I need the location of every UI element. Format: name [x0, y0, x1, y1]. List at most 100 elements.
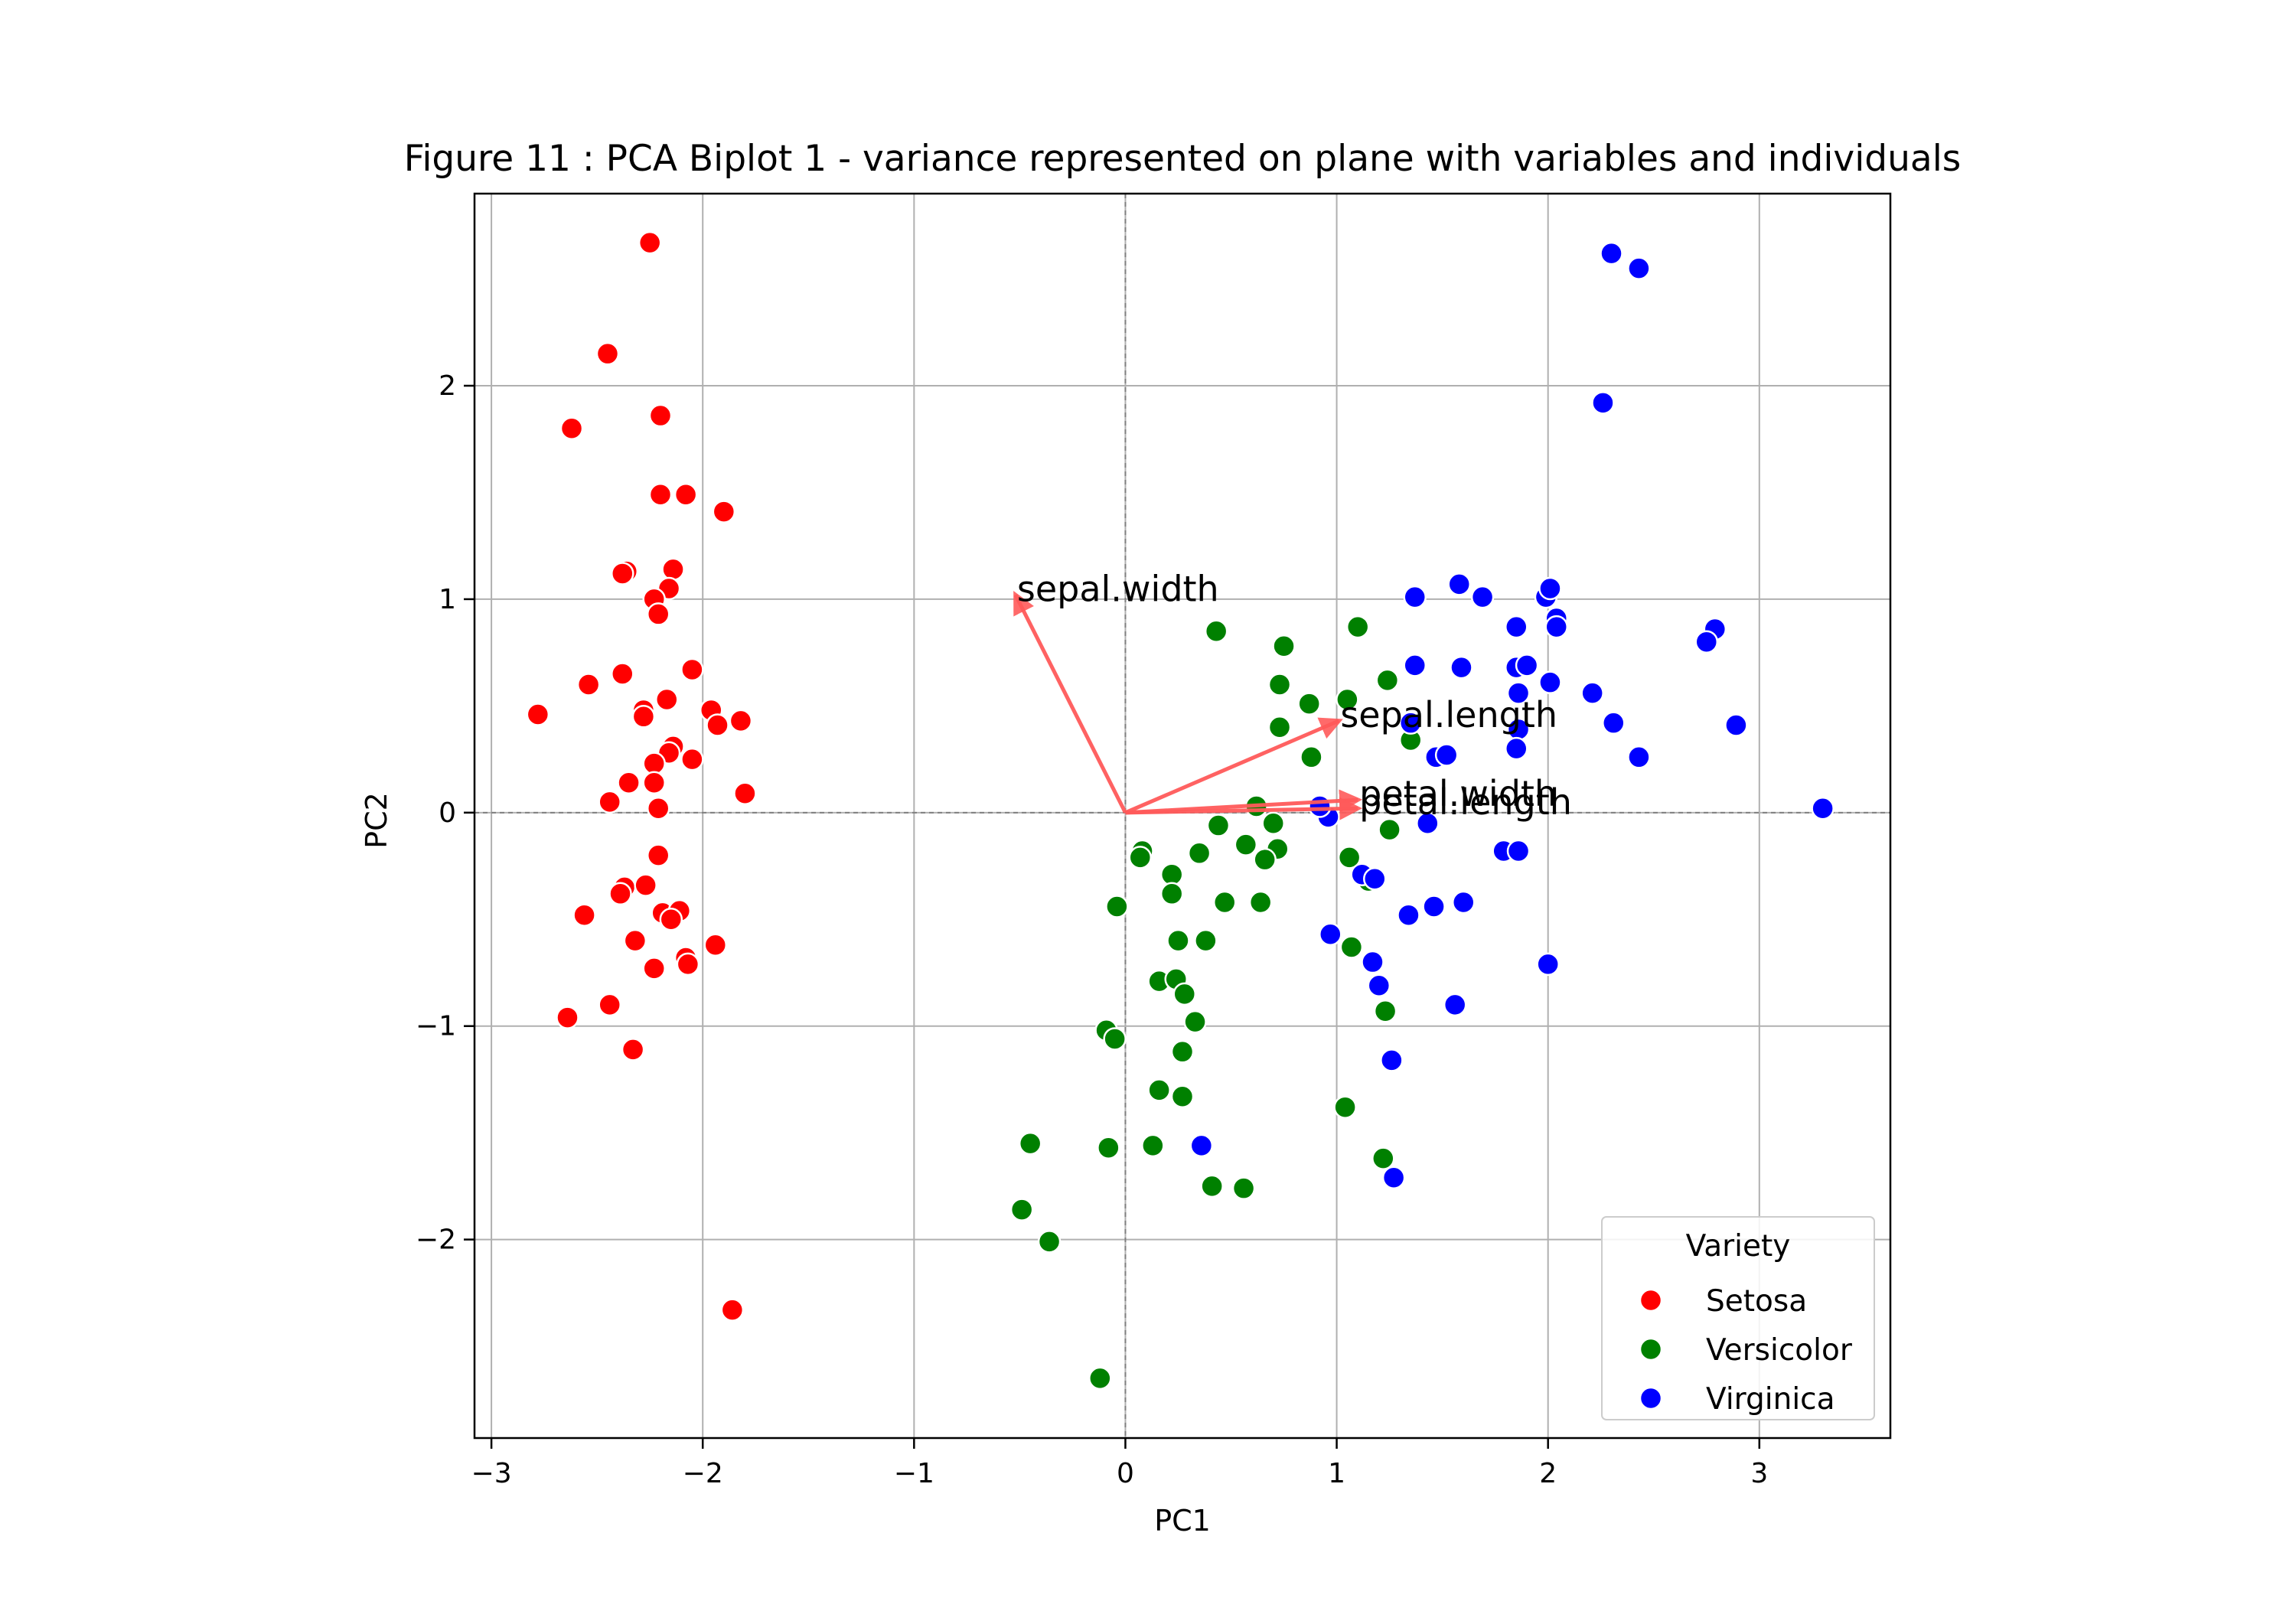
versicolor-point [1097, 1136, 1120, 1159]
virginica-point [1447, 572, 1471, 596]
versicolor-point [1234, 833, 1258, 856]
setosa-point [733, 781, 757, 805]
versicolor-point [1339, 935, 1364, 959]
setosa-point [676, 952, 700, 977]
versicolor-point [1337, 846, 1362, 869]
virginica-point [1434, 743, 1459, 767]
legend-marker-versicolor [1639, 1337, 1663, 1362]
versicolor-point [1159, 863, 1184, 886]
y-tick-label: −1 [416, 1011, 456, 1042]
versicolor-point [1037, 1230, 1062, 1254]
setosa-point [611, 562, 634, 585]
virginica-point [1470, 585, 1495, 609]
versicolor-point [1297, 692, 1321, 716]
versicolor-point [1159, 882, 1184, 906]
virginica-point [1380, 1048, 1404, 1072]
versicolor-point [1183, 1009, 1207, 1034]
legend-label-versicolor: Versicolor [1706, 1333, 1853, 1368]
versicolor-point [1206, 814, 1231, 837]
virginica-point [1505, 615, 1528, 639]
versicolor-point [1231, 1176, 1256, 1200]
x-tick-label: −3 [471, 1458, 512, 1489]
virginica-point [1443, 993, 1467, 1017]
sepal-width-vector [1013, 590, 1127, 814]
setosa-point [729, 709, 753, 733]
virginica-point [1600, 241, 1623, 266]
versicolor-point [1204, 619, 1228, 643]
virginica-point [1308, 794, 1332, 818]
setosa-point [720, 1298, 745, 1322]
setosa-point [648, 483, 673, 507]
virginica-point [1538, 670, 1562, 694]
y-tick-label: 1 [439, 584, 456, 615]
virginica-point [1506, 839, 1531, 863]
setosa-point [634, 873, 657, 897]
virginica-point [1515, 654, 1539, 677]
setosa-point [595, 341, 620, 366]
setosa-point [706, 713, 729, 737]
y-tick-label: −2 [416, 1225, 456, 1256]
setosa-point [648, 403, 673, 428]
virginica-point [1363, 867, 1387, 891]
versicolor-point [1088, 1366, 1112, 1391]
axis-ticks: −3 −2 −1 0 1 2 3 −2 −1 0 1 2 [416, 370, 1768, 1489]
x-tick-label: −2 [683, 1458, 723, 1489]
x-axis-label: PC1 [1154, 1504, 1211, 1538]
virginica-point [1538, 576, 1562, 601]
versicolor-point [1009, 1198, 1034, 1221]
petal-width-vector-label: petal.width [1359, 773, 1557, 814]
scatter-points [526, 230, 1835, 1391]
versicolor-point [1345, 615, 1370, 639]
legend-marker-virginica [1639, 1386, 1663, 1410]
setosa-point [655, 687, 679, 712]
setosa-point [659, 908, 683, 931]
setosa-point [556, 1006, 579, 1029]
x-tick-label: 1 [1328, 1458, 1345, 1489]
sepal-length-vector-label: sepal.length [1340, 694, 1557, 735]
versicolor-point [1375, 668, 1400, 693]
versicolor-point [1172, 982, 1197, 1006]
chart-title: Figure 11 : PCA Biplot 1 - variance repr… [404, 138, 1962, 180]
versicolor-point [1378, 817, 1401, 842]
versicolor-point [1371, 1146, 1395, 1170]
setosa-point [638, 230, 662, 255]
legend-label-virginica: Virginica [1706, 1382, 1835, 1417]
virginica-point [1416, 811, 1440, 836]
versicolor-point [1267, 716, 1292, 739]
versicolor-point [1187, 841, 1212, 866]
virginica-point [1627, 745, 1651, 769]
setosa-point [623, 928, 647, 953]
virginica-point [1506, 681, 1531, 705]
versicolor-point [1105, 895, 1129, 918]
x-tick-label: 2 [1539, 1458, 1557, 1489]
setosa-point [608, 882, 632, 906]
virginica-point [1361, 950, 1384, 974]
virginica-point [1724, 713, 1748, 737]
setosa-point [621, 1038, 645, 1061]
virginica-point [1403, 654, 1427, 677]
setosa-point [572, 903, 596, 927]
versicolor-point [1253, 847, 1277, 872]
virginica-point [1367, 973, 1391, 997]
versicolor-point [1194, 928, 1218, 953]
plot-frame [473, 192, 1892, 1440]
versicolor-point [1261, 811, 1285, 836]
versicolor-point [1336, 687, 1359, 712]
setosa-point [611, 662, 634, 686]
virginica-point [1580, 681, 1604, 705]
versicolor-point [1212, 890, 1237, 915]
versicolor-point [1272, 634, 1296, 658]
virginica-point [1189, 1133, 1214, 1158]
setosa-point [673, 483, 698, 507]
y-axis-label: PC2 [360, 792, 393, 849]
x-tick-label: 0 [1117, 1458, 1134, 1489]
virginica-point [1544, 615, 1568, 639]
virginica-point [1422, 895, 1446, 918]
virginica-point [1397, 903, 1420, 927]
setosa-point [642, 957, 666, 980]
setosa-point [631, 705, 656, 729]
virginica-point [1536, 952, 1560, 977]
legend-label-setosa: Setosa [1706, 1284, 1807, 1319]
